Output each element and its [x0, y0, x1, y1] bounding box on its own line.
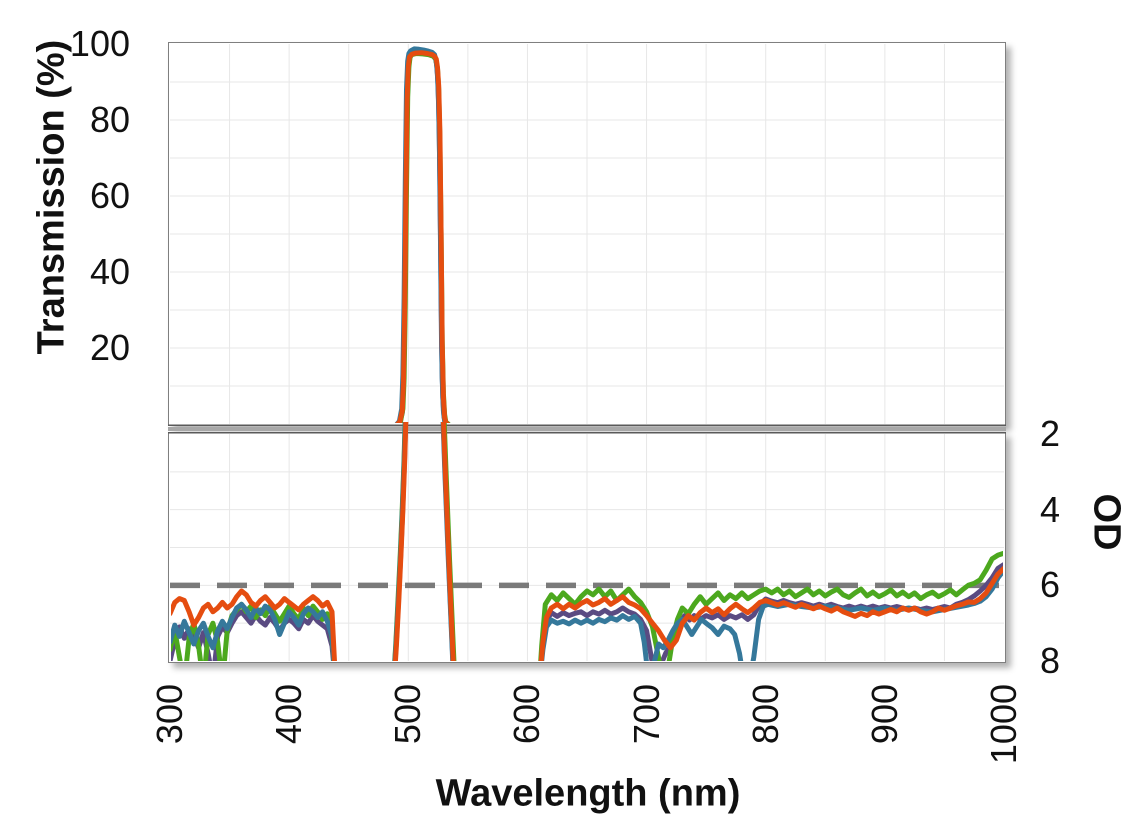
wavelength-tick-500: 500	[387, 684, 429, 745]
od-tick-2: 2	[1040, 413, 1061, 454]
od-tick-8: 8	[1040, 640, 1061, 681]
transmission-tick-40: 40	[89, 251, 130, 292]
wavelength-tick-700: 700	[625, 684, 667, 745]
wavelength-tick-900: 900	[863, 684, 905, 745]
wavelength-tick-400: 400	[268, 684, 310, 745]
wavelength-tick-1000: 1000	[983, 684, 1024, 765]
transmission-tick-20: 20	[89, 327, 130, 368]
od-tick-4: 4	[1040, 488, 1061, 530]
transmission-tick-100: 100	[69, 23, 130, 64]
wavelength-tick-300: 300	[149, 684, 190, 745]
wavelength-tick-600: 600	[506, 684, 548, 745]
transmission-tick-80: 80	[89, 99, 130, 140]
transmission-tick-60: 60	[89, 175, 130, 216]
x-axis-title-wavelength: Wavelength (nm)	[435, 772, 741, 815]
series-lot-orange-transmission	[395, 50, 450, 423]
wavelength-tick-800: 800	[744, 684, 786, 745]
series-lot-orange-od	[171, 422, 1003, 661]
y-axis-title-od: OD	[1085, 493, 1128, 551]
od-tick-6: 6	[1040, 564, 1061, 606]
